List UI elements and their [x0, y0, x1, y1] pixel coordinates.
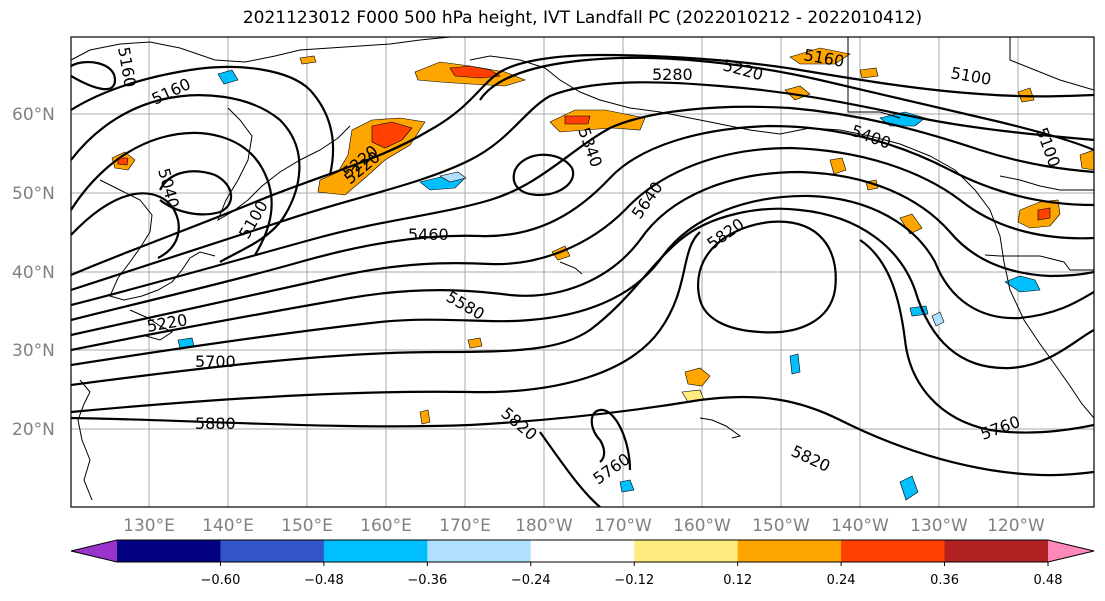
colorbar-segment: [530, 540, 635, 562]
colorbar-segment: [323, 540, 428, 562]
colorbar-tick-label: 0.48: [1034, 573, 1063, 588]
ivt-shading: [111, 47, 1094, 501]
colorbar-segment: [634, 540, 739, 562]
map-title: 2021123012 F000 500 hPa height, IVT Land…: [242, 8, 923, 28]
colorbar-tick-label: 0.24: [827, 573, 856, 588]
lon-label-140e: 140°E: [202, 516, 254, 536]
colorbar-tick-label: −0.60: [201, 573, 241, 588]
colorbar-arrow-low: [71, 540, 117, 562]
colorbar-tick-label: 0.36: [930, 573, 959, 588]
lon-label-160e: 160°E: [360, 516, 412, 536]
lon-label-150e: 150°E: [281, 516, 333, 536]
colorbar-tick-label: 0.12: [723, 573, 752, 588]
longitude-labels: 130°E 140°E 150°E 160°E 170°E 180°W 170°…: [123, 516, 1045, 536]
contour-label: 5880: [195, 414, 236, 433]
colorbar-segment: [117, 540, 221, 562]
lon-label-170w: 170°W: [594, 516, 652, 536]
lat-label-30n: 30°N: [12, 341, 55, 361]
lon-label-140w: 140°W: [831, 516, 889, 536]
lon-label-160w: 160°W: [673, 516, 731, 536]
colorbar-segment: [944, 540, 1049, 562]
lon-label-170e: 170°E: [439, 516, 491, 536]
colorbar-arrow-high: [1048, 540, 1094, 562]
colorbar-segment: [737, 540, 842, 562]
colorbar-segment: [427, 540, 532, 562]
colorbar-tick-label: −0.48: [304, 573, 344, 588]
colorbar: −0.60 −0.48 −0.36 −0.24 −0.12 0.12 0.24 0.36 0.4…: [70, 539, 1095, 588]
lon-label-180w: 180°W: [515, 516, 573, 536]
lon-label-130w: 130°W: [910, 516, 968, 536]
lat-label-50n: 50°N: [12, 184, 55, 204]
colorbar-tick-label: −0.24: [511, 573, 551, 588]
height-contours: [71, 53, 1094, 507]
colorbar-segment: [841, 540, 946, 562]
lat-label-40n: 40°N: [12, 263, 55, 283]
latitude-labels: 60°N 50°N 40°N 30°N 20°N: [12, 105, 55, 440]
lat-label-20n: 20°N: [12, 420, 55, 440]
lon-label-130e: 130°E: [123, 516, 175, 536]
colorbar-tick-label: −0.12: [614, 573, 654, 588]
lon-label-120w: 120°W: [987, 516, 1045, 536]
colorbar-tick-label: −0.36: [407, 573, 447, 588]
colorbar-segment: [220, 540, 325, 562]
contour-label: 5460: [408, 225, 449, 244]
map-frame: [70, 36, 1095, 508]
lat-label-60n: 60°N: [12, 105, 55, 125]
colorbar-outline: [70, 539, 1095, 563]
lon-label-150w: 150°W: [752, 516, 810, 536]
contour-label: 5700: [195, 352, 236, 371]
contour-label: 5280: [652, 65, 693, 84]
